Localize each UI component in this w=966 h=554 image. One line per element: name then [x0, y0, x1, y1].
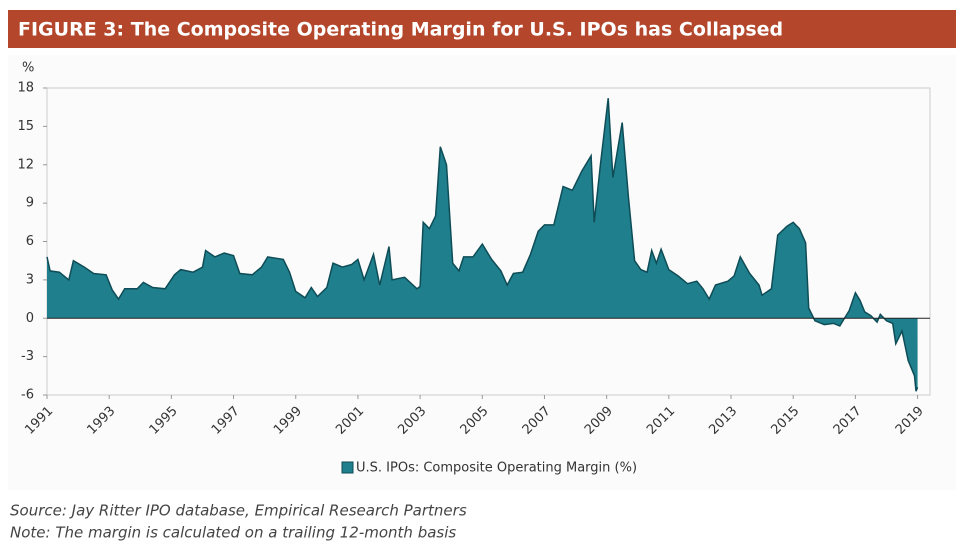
y-tick-label: 6	[26, 234, 34, 249]
y-tick-label: 9	[26, 196, 34, 211]
line	[46, 98, 919, 392]
y-tick-label: 0	[26, 311, 34, 326]
y-unit: %	[22, 61, 34, 76]
legend-swatch	[341, 461, 354, 474]
y-tick-label: 15	[17, 119, 34, 134]
note: Note: The margin is calculated on a trai…	[10, 524, 456, 542]
legend-label: U.S. IPOs: Composite Operating Margin (%…	[356, 461, 637, 476]
title-bar	[8, 10, 956, 48]
chart-title: FIGURE 3: The Composite Operating Margin…	[18, 19, 783, 41]
y-tick-label: 3	[26, 272, 34, 287]
y-tick-label: 12	[17, 157, 34, 172]
source: Source: Jay Ritter IPO database, Empiric…	[10, 502, 467, 520]
y-tick-label: -3	[21, 349, 34, 364]
y-tick-label: -6	[21, 388, 34, 403]
y-tick-label: 18	[17, 81, 34, 96]
